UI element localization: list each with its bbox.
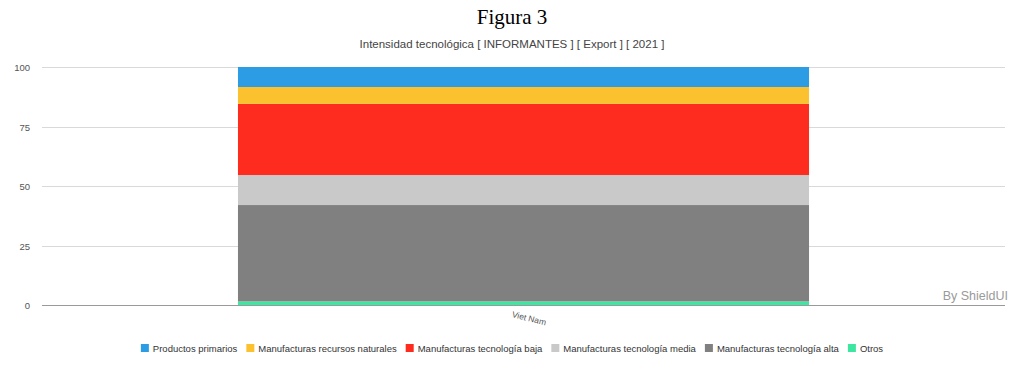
title: Figura 3 [477, 5, 548, 29]
grid [42, 68, 1005, 306]
credit: By ShieldUI [943, 289, 1008, 303]
grid-line [42, 305, 1005, 306]
bar-segment [238, 175, 809, 205]
y-tick-label: 100 [14, 62, 30, 73]
bars [238, 67, 809, 305]
x-tick-label: Viet Nam [511, 309, 547, 327]
legend-label: Manufacturas tecnología baja [418, 343, 543, 354]
legend: Productos primarios Manufacturas recursos… [141, 343, 884, 354]
bar-segment [238, 104, 809, 175]
legend-swatch [246, 344, 254, 352]
legend-swatch [705, 344, 713, 352]
y-tick-label: 50 [19, 181, 30, 192]
bar-segment [238, 67, 809, 87]
bar-segment [238, 301, 809, 305]
legend-swatch [141, 344, 149, 352]
legend-swatch [551, 344, 559, 352]
legend-label: Manufacturas recursos naturales [258, 343, 397, 354]
legend-label: Manufacturas tecnología alta [717, 343, 840, 354]
legend-label: Manufacturas tecnología media [563, 343, 696, 354]
y-tick-label: 0 [25, 300, 30, 311]
legend-label: Productos primarios [153, 343, 238, 354]
legend-swatch [848, 344, 856, 352]
legend-label: Otros [860, 343, 883, 354]
y-tick-label: 25 [19, 241, 30, 252]
y-tick-label: 75 [19, 122, 30, 133]
bar-segment [238, 205, 809, 301]
chart: Figura 3 Intensidad tecnológica [ INFORMA… [0, 0, 1024, 384]
subtitle: Intensidad tecnológica [ INFORMANTES ] [… [360, 38, 665, 50]
legend-swatch [406, 344, 414, 352]
bar-segment [238, 87, 809, 104]
